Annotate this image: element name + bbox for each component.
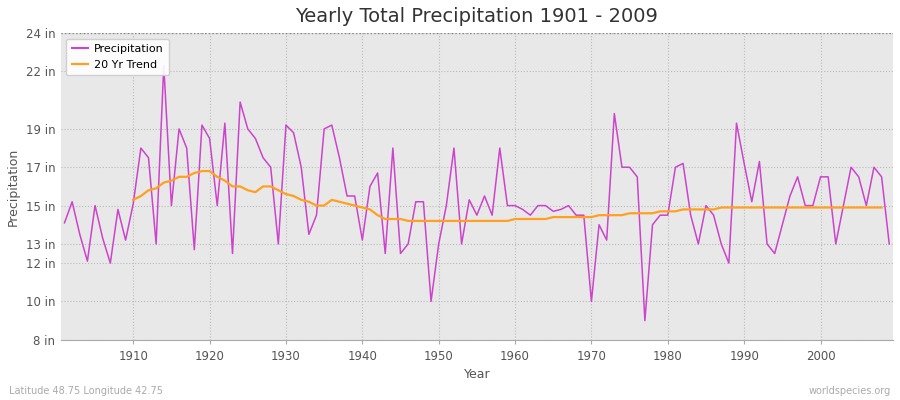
Y-axis label: Precipitation: Precipitation xyxy=(7,147,20,226)
Precipitation xyxy=(884,242,895,246)
Precipitation xyxy=(59,220,70,225)
Line: 20 Yr Trend: 20 Yr Trend xyxy=(133,171,882,221)
Title: Yearly Total Precipitation 1901 - 2009: Yearly Total Precipitation 1901 - 2009 xyxy=(295,7,658,26)
20 Yr Trend xyxy=(518,217,528,222)
20 Yr Trend xyxy=(311,203,322,208)
Precipitation xyxy=(640,318,651,323)
20 Yr Trend xyxy=(402,218,413,223)
Precipitation xyxy=(342,194,353,198)
Precipitation xyxy=(509,203,520,208)
20 Yr Trend xyxy=(540,217,551,222)
X-axis label: Year: Year xyxy=(464,368,490,381)
20 Yr Trend xyxy=(364,207,375,212)
20 Yr Trend xyxy=(334,199,345,204)
Precipitation xyxy=(518,207,528,212)
Text: worldspecies.org: worldspecies.org xyxy=(809,386,891,396)
Precipitation xyxy=(609,111,620,116)
Precipitation xyxy=(121,238,131,242)
Legend: Precipitation, 20 Yr Trend: Precipitation, 20 Yr Trend xyxy=(67,39,169,75)
20 Yr Trend xyxy=(731,205,742,210)
Text: Latitude 48.75 Longitude 42.75: Latitude 48.75 Longitude 42.75 xyxy=(9,386,163,396)
Precipitation xyxy=(296,165,307,170)
20 Yr Trend xyxy=(128,198,139,202)
Precipitation xyxy=(158,63,169,68)
20 Yr Trend xyxy=(877,205,887,210)
Line: Precipitation: Precipitation xyxy=(65,66,889,321)
20 Yr Trend xyxy=(196,169,207,174)
